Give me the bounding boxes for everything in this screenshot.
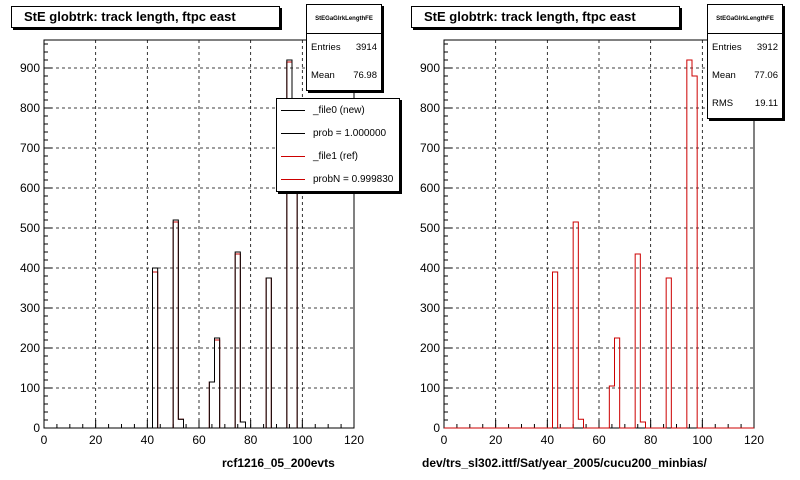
right-y-tick-label: 100 <box>420 381 440 395</box>
right-histogram-series <box>444 59 754 429</box>
right-x-tick-label: 60 <box>592 433 606 447</box>
left-y-tick-label: 700 <box>20 141 40 155</box>
right-x-tick-label: 0 <box>441 433 448 447</box>
legend-swatch-probn <box>281 179 305 180</box>
left-chart-title: StE globtrk: track length, ftpc east <box>11 6 280 28</box>
right-mean-label: Mean <box>712 70 736 81</box>
right-x-tick-label: 20 <box>489 433 503 447</box>
right-y-tick-label: 300 <box>420 301 440 315</box>
left-mean-value: 76.98 <box>353 70 377 81</box>
right-x-tick-label: 80 <box>644 433 658 447</box>
legend-label-prob: prob = 1.000000 <box>313 128 387 139</box>
left-x-tick-label: 80 <box>244 433 258 447</box>
legend-swatch-file0 <box>281 110 305 111</box>
left-x-tick-label: 120 <box>344 433 364 447</box>
left-x-tick-label: 40 <box>141 433 155 447</box>
left-y-tick-label: 100 <box>20 381 40 395</box>
left-legend: _file0 (new) prob = 1.000000 _file1 (ref… <box>276 98 400 192</box>
right-entries-label: Entries <box>712 42 742 53</box>
left-y-tick-label: 400 <box>20 261 40 275</box>
left-x-tick-label: 20 <box>89 433 103 447</box>
right-stats-entries: Entries 3912 <box>708 34 782 62</box>
right-y-tick-label: 200 <box>420 341 440 355</box>
right-plot-canvas: 0 20 40 60 80 100 120 0 100 200 300 400 500 600 700 800… <box>420 39 764 447</box>
left-y-tick-label: 300 <box>20 301 40 315</box>
left-entries-label: Entries <box>311 42 341 53</box>
left-x-tick-label: 60 <box>192 433 206 447</box>
left-x-tick-label: 0 <box>41 433 48 447</box>
right-y-tick-label: 400 <box>420 261 440 275</box>
left-stats-name: StEGaGlrkLengthFE <box>307 5 381 34</box>
legend-entry-file0: _file0 (new) <box>277 99 399 122</box>
left-entries-value: 3914 <box>355 42 377 53</box>
left-y-tick-label: 900 <box>20 61 40 75</box>
legend-entry-probn: probN = 0.999830 <box>277 168 399 191</box>
left-y-tick-label: 500 <box>20 221 40 235</box>
right-chart-title: StE globtrk: track length, ftpc east <box>411 6 680 28</box>
right-x-axis-label: dev/trs_sl302.ittf/Sat/year_2005/cucu200… <box>422 456 707 470</box>
right-y-tick-label: 900 <box>420 61 440 75</box>
left-stats-entries: Entries 3914 <box>307 34 381 62</box>
right-stats-mean: Mean 77.06 <box>708 62 782 90</box>
left-x-tick-label: 100 <box>292 433 312 447</box>
left-mean-label: Mean <box>311 70 335 81</box>
legend-label-file0: _file0 (new) <box>313 105 365 116</box>
left-y-tick-label: 0 <box>33 421 40 435</box>
right-histogram-panel: 0 20 40 60 80 100 120 0 100 200 300 400 500 600 700 800… <box>400 0 800 480</box>
legend-label-file1: _file1 (ref) <box>313 151 359 162</box>
left-stats-box: StEGaGlrkLengthFE Entries 3914 Mean 76.9… <box>306 4 382 91</box>
left-y-tick-label: 200 <box>20 341 40 355</box>
right-stats-box: StEGaGlrkLengthFE Entries 3912 Mean 77.0… <box>707 4 783 119</box>
right-stats-rms: RMS 19.11 <box>708 90 782 118</box>
right-rms-value: 19.11 <box>754 98 778 109</box>
right-entries-value: 3912 <box>756 42 778 53</box>
left-y-tick-label: 600 <box>20 181 40 195</box>
legend-entry-prob: prob = 1.000000 <box>277 122 399 145</box>
left-y-tick-label: 800 <box>20 101 40 115</box>
legend-entry-file1: _file1 (ref) <box>277 145 399 168</box>
legend-label-probn: probN = 0.999830 <box>313 174 394 185</box>
right-x-tick-label: 40 <box>541 433 555 447</box>
right-y-tick-label: 500 <box>420 221 440 235</box>
left-x-axis-label: rcf1216_05_200evts <box>222 456 335 470</box>
right-y-tick-label: 700 <box>420 141 440 155</box>
right-mean-value: 77.06 <box>754 70 778 81</box>
right-y-tick-label: 0 <box>433 421 440 435</box>
right-rms-label: RMS <box>712 98 734 109</box>
right-stats-name: StEGaGlrkLengthFE <box>708 5 782 34</box>
right-y-tick-label: 800 <box>420 101 440 115</box>
legend-swatch-prob <box>281 133 305 134</box>
legend-swatch-file1 <box>281 156 305 157</box>
left-histogram-panel: 0 20 40 60 80 100 120 0 100 200 300 400 500 600 700 800… <box>11 4 400 470</box>
left-stats-mean: Mean 76.98 <box>307 62 381 90</box>
right-x-tick-label: 120 <box>744 433 764 447</box>
right-y-tick-label: 600 <box>420 181 440 195</box>
right-x-tick-label: 100 <box>692 433 712 447</box>
